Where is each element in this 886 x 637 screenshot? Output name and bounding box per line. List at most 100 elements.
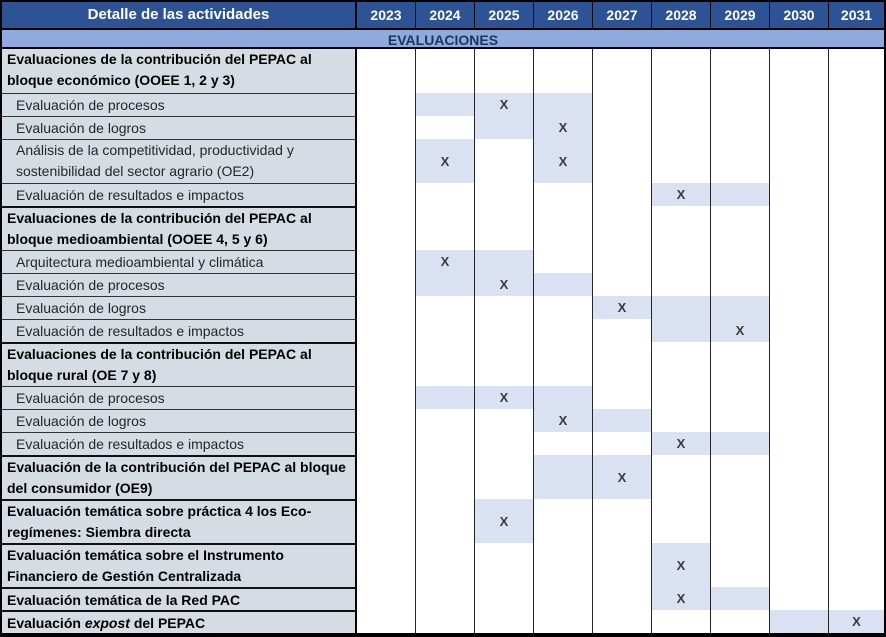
year-cell	[652, 409, 711, 432]
x-mark: X	[499, 513, 509, 529]
year-cell	[475, 183, 534, 206]
year-cell	[652, 386, 711, 409]
year-cell	[593, 183, 652, 206]
year-header-cell: 2025	[475, 2, 534, 28]
year-cell	[534, 49, 593, 93]
year-cell	[711, 610, 770, 633]
activity-label: Evaluación temática de la Red PAC	[7, 592, 241, 608]
year-cell: X	[534, 116, 593, 139]
year-cell	[829, 386, 884, 409]
year-cell	[593, 409, 652, 432]
year-cell: X	[475, 499, 534, 543]
year-cell	[652, 250, 711, 273]
year-cell	[416, 206, 475, 250]
year-cell	[475, 543, 534, 587]
activity-label: Evaluación expost del PEPAC	[7, 615, 206, 631]
year-cell	[357, 93, 416, 116]
year-cell	[829, 139, 884, 183]
year-cell	[770, 319, 829, 342]
activity-label: Evaluación de logros	[16, 300, 146, 316]
year-cell	[416, 273, 475, 296]
year-cell	[652, 116, 711, 139]
year-cell	[652, 319, 711, 342]
year-cell	[711, 93, 770, 116]
year-cell	[652, 499, 711, 543]
year-cell	[829, 587, 884, 610]
activity-row: Evaluación de logros X	[2, 116, 884, 139]
year-cell	[475, 409, 534, 432]
year-cell	[770, 273, 829, 296]
year-cell: X	[652, 183, 711, 206]
year-cell	[770, 499, 829, 543]
year-cell	[711, 432, 770, 455]
activity-label-cell: Evaluaciones de la contribución del PEPA…	[2, 342, 357, 386]
year-cell: X	[475, 93, 534, 116]
year-cell	[711, 409, 770, 432]
year-cell	[593, 93, 652, 116]
year-cell	[593, 610, 652, 633]
year-cell	[770, 49, 829, 93]
year-header-cell: 2026	[534, 2, 593, 28]
year-cell	[711, 296, 770, 319]
activity-row: Evaluación temática sobre el Instrumento…	[2, 543, 884, 587]
activity-row: Evaluación de procesos X	[2, 93, 884, 116]
activity-label-cell: Evaluaciones de la contribución del PEPA…	[2, 206, 357, 250]
year-cell	[829, 206, 884, 250]
year-cell	[357, 386, 416, 409]
activity-label-cell: Arquitectura medioambiental y climática	[2, 250, 357, 273]
year-cell	[416, 296, 475, 319]
year-cell	[829, 93, 884, 116]
activity-label: Evaluación temática sobre práctica 4 los…	[7, 503, 312, 540]
year-cell	[416, 183, 475, 206]
year-cell	[829, 319, 884, 342]
year-cell	[534, 342, 593, 386]
year-cell	[416, 409, 475, 432]
year-cell	[357, 139, 416, 183]
activity-row: Evaluaciones de la contribución del PEPA…	[2, 49, 884, 93]
activity-row: Evaluación de logros X	[2, 409, 884, 432]
year-cell	[534, 499, 593, 543]
year-cell: X	[416, 139, 475, 183]
activity-label-cell: Evaluación temática de la Red PAC	[2, 587, 357, 610]
x-mark: X	[676, 436, 686, 451]
year-cell	[416, 543, 475, 587]
x-mark: X	[617, 300, 627, 315]
year-cell: X	[593, 296, 652, 319]
year-cell	[711, 543, 770, 587]
year-cell	[593, 49, 652, 93]
year-cell	[475, 296, 534, 319]
year-cell	[652, 206, 711, 250]
year-cell	[357, 49, 416, 93]
year-cell	[416, 319, 475, 342]
year-cell	[357, 250, 416, 273]
activity-label-cell: Evaluaciones de la contribución del PEPA…	[2, 49, 357, 93]
year-cell	[593, 432, 652, 455]
year-cell: X	[534, 139, 593, 183]
year-cell	[829, 455, 884, 499]
year-cell	[416, 342, 475, 386]
year-cell	[593, 543, 652, 587]
year-cell: X	[829, 610, 884, 633]
year-cell: X	[593, 455, 652, 499]
year-cell	[593, 342, 652, 386]
year-cell	[711, 49, 770, 93]
activity-label: Evaluaciones de la contribución del PEPA…	[7, 346, 312, 383]
year-cell	[652, 49, 711, 93]
table-body: Evaluaciones de la contribución del PEPA…	[2, 49, 884, 633]
year-cell	[534, 543, 593, 587]
x-mark: X	[676, 557, 686, 573]
year-cell: X	[652, 432, 711, 455]
year-cell	[534, 386, 593, 409]
year-cell	[475, 319, 534, 342]
year-cell	[593, 587, 652, 610]
activity-row: Evaluaciones de la contribución del PEPA…	[2, 206, 884, 250]
activity-label: Evaluaciones de la contribución del PEPA…	[7, 210, 312, 247]
year-cell	[534, 319, 593, 342]
year-cell	[475, 206, 534, 250]
activity-row: Evaluación temática sobre práctica 4 los…	[2, 499, 884, 543]
year-cell	[829, 296, 884, 319]
year-cell	[652, 139, 711, 183]
table-header-row: Detalle de las actividades 2023 2024 2025 2…	[2, 2, 884, 28]
year-cell	[416, 587, 475, 610]
